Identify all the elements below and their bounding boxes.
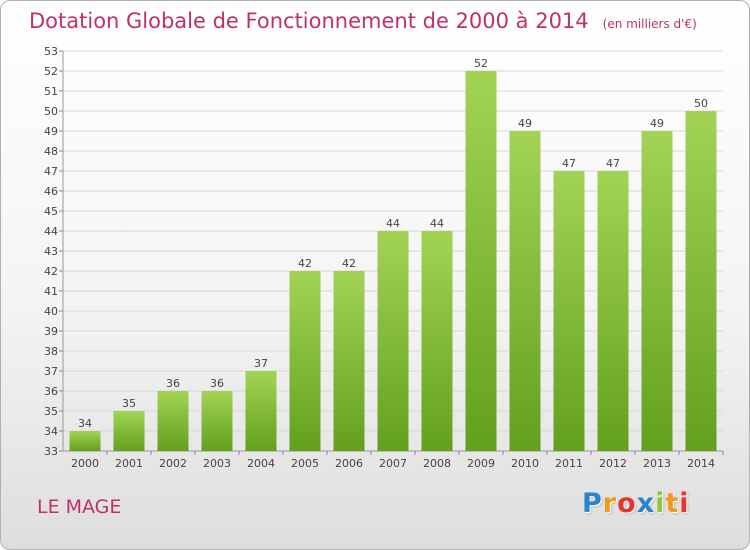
logo-letter: P [582,488,603,519]
data-label: 52 [474,57,488,70]
y-tick-label: 42 [44,265,58,278]
bar [289,271,321,451]
logo-letter: i [655,488,666,519]
x-tick-label: 2014 [687,457,715,470]
y-tick-label: 36 [44,385,58,398]
data-label: 34 [78,417,92,430]
y-tick-label: 53 [44,45,58,58]
bar [333,271,365,451]
data-label: 47 [606,157,620,170]
data-label: 36 [210,377,224,390]
y-tick-label: 48 [44,145,58,158]
chart-subtitle: (en milliers d'€) [602,17,697,31]
x-tick-label: 2002 [159,457,187,470]
logo-letter: i [679,488,690,519]
commune-name: LE MAGE [37,496,122,518]
logo-letter: o [617,488,637,519]
y-tick-label: 49 [44,125,58,138]
data-label: 47 [562,157,576,170]
y-tick-label: 38 [44,345,58,358]
y-tick-label: 52 [44,65,58,78]
bar [553,171,585,451]
y-tick-label: 39 [44,325,58,338]
bars [69,71,717,451]
y-tick-label: 41 [44,285,58,298]
data-label: 35 [122,397,136,410]
x-tick-label: 2013 [643,457,671,470]
bar [509,131,541,451]
data-label: 36 [166,377,180,390]
x-tick-label: 2000 [71,457,99,470]
bar [641,131,673,451]
x-tick-label: 2001 [115,457,143,470]
data-label: 49 [650,117,664,130]
bar [113,411,145,451]
x-tick-label: 2008 [423,457,451,470]
x-tick-label: 2009 [467,457,495,470]
bar [421,231,453,451]
bar [201,391,233,451]
y-tick-label: 44 [44,225,58,238]
data-label: 49 [518,117,532,130]
y-tick-label: 35 [44,405,58,418]
chart-title-text: Dotation Globale de Fonctionnement de 20… [29,9,589,33]
x-tick-label: 2010 [511,457,539,470]
bar [377,231,409,451]
data-label: 44 [386,217,400,230]
x-tick-label: 2003 [203,457,231,470]
x-tick-label: 2007 [379,457,407,470]
y-tick-label: 43 [44,245,58,258]
data-label: 42 [342,257,356,270]
y-tick-labels: 33 34 35 36 37 38 39 40 41 42 43 44 45 46 47 48 49 50 51 52… [44,45,58,458]
y-tick-label: 40 [44,305,58,318]
y-tick-label: 50 [44,105,58,118]
x-tick-labels: 2000 2001 2002 2003 2004 2005 2006 2007 2008 2009… [71,457,715,470]
bar [245,371,277,451]
x-tick-label: 2012 [599,457,627,470]
x-tick-label: 2005 [291,457,319,470]
y-tick-label: 46 [44,185,58,198]
y-tick-label: 51 [44,85,58,98]
chart-title: Dotation Globale de Fonctionnement de 20… [29,9,697,33]
data-label: 44 [430,217,444,230]
bar [69,431,101,451]
x-tick-label: 2011 [555,457,583,470]
data-labels: 34 35 36 36 37 42 42 44 44 52 49 47 47 49 50 [78,57,708,430]
y-tick-label: 45 [44,205,58,218]
y-tick-label: 33 [44,445,58,458]
logo-letter: x [636,488,656,519]
data-label: 37 [254,357,268,370]
data-label: 42 [298,257,312,270]
y-tick-label: 37 [44,365,58,378]
bar [465,71,497,451]
data-label: 50 [694,97,708,110]
x-tick-label: 2006 [335,457,363,470]
y-tick-label: 34 [44,425,58,438]
x-tick-label: 2004 [247,457,275,470]
bar [157,391,189,451]
y-tick-label: 47 [44,165,58,178]
logo-letter: t [665,488,680,519]
bar [597,171,629,451]
logo-letter: r [602,488,618,519]
bar [685,111,717,451]
proxiti-logo: Proxiti [582,488,690,519]
